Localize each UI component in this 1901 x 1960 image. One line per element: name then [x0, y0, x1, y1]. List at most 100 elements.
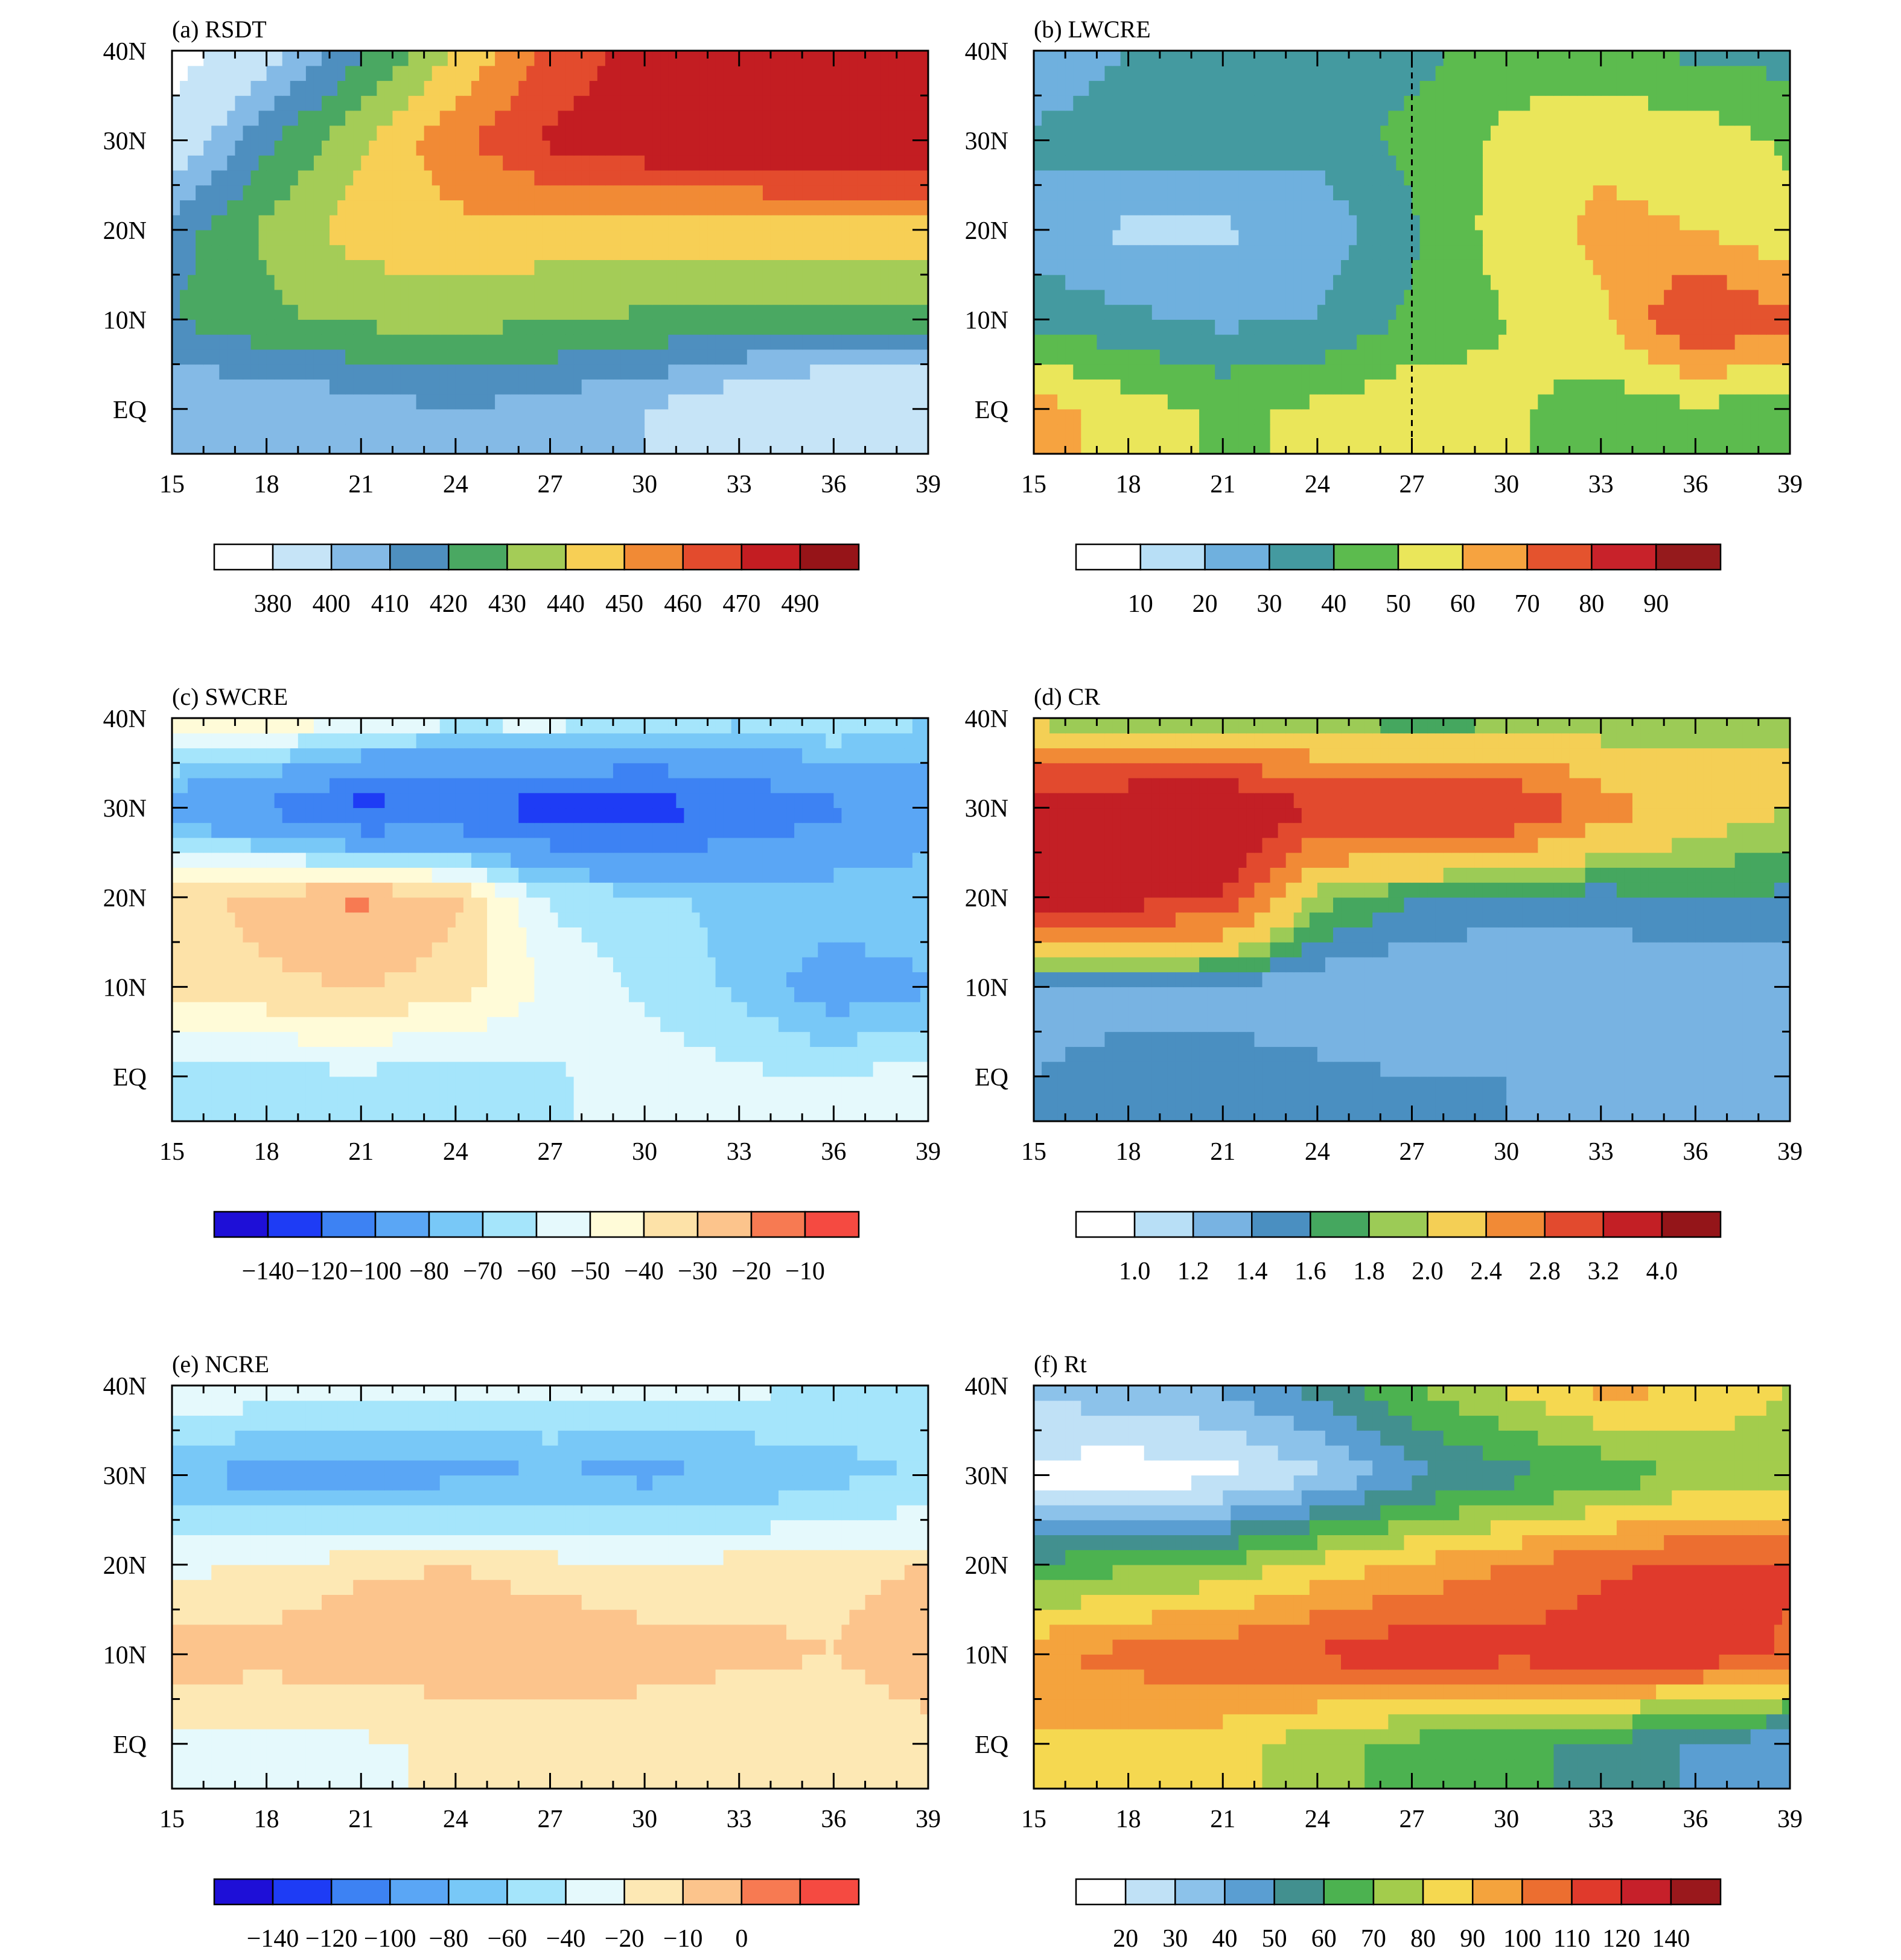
field-cell: [873, 125, 882, 141]
field-cell: [920, 215, 928, 231]
field-cell: [684, 110, 693, 126]
field-cell: [1254, 155, 1263, 171]
field-cell: [684, 155, 693, 171]
field-cell: [1427, 110, 1436, 126]
field-cell: [652, 185, 661, 201]
field-cell: [747, 110, 756, 126]
field-cell: [802, 140, 810, 156]
field-cell: [321, 409, 330, 425]
field-cell: [526, 275, 535, 290]
field-cell: [384, 259, 393, 275]
panel-title: (a) RSDT: [172, 16, 267, 43]
field-cell: [912, 409, 921, 425]
field-cell: [1742, 409, 1751, 425]
field-cell: [754, 424, 763, 439]
field-cell: [1719, 334, 1728, 350]
field-cell: [1136, 289, 1145, 305]
field-cell: [1136, 319, 1145, 335]
field-cell: [345, 229, 354, 246]
field-cell: [1270, 409, 1279, 425]
field-cell: [1104, 349, 1113, 365]
field-cell: [282, 215, 291, 231]
field-cell: [188, 51, 196, 66]
field-cell: [1380, 229, 1389, 246]
field-cell: [1546, 275, 1555, 290]
field-cell: [731, 200, 740, 215]
field-cell: [1254, 215, 1263, 231]
field-cell: [620, 394, 629, 410]
field-cell: [1293, 95, 1302, 111]
field-cell: [629, 185, 637, 201]
field-cell: [558, 80, 567, 96]
field-cell: [1593, 110, 1602, 126]
field-cell: [1317, 409, 1326, 425]
field-cell: [794, 394, 803, 410]
field-cell: [1734, 319, 1743, 335]
field-cell: [518, 275, 527, 290]
field-cell: [920, 80, 928, 96]
field-cell: [1412, 319, 1421, 335]
field-cell: [1459, 110, 1468, 126]
field-cell: [416, 125, 425, 141]
field-cell: [1341, 215, 1349, 231]
field-cell: [1089, 110, 1098, 126]
field-cell: [1049, 185, 1058, 201]
field-cell: [1120, 289, 1129, 305]
panel-b-field: [1034, 51, 1790, 454]
field-cell: [447, 304, 456, 320]
field-cell: [1443, 95, 1452, 111]
field-cell: [1774, 110, 1783, 126]
field-cell: [455, 140, 464, 156]
field-cell: [196, 140, 204, 156]
field-cell: [196, 364, 204, 380]
field-cell: [1089, 215, 1098, 231]
field-cell: [495, 229, 503, 246]
field-cell: [1223, 379, 1231, 395]
field-cell: [794, 170, 803, 186]
field-cell: [1530, 110, 1538, 126]
field-cell: [810, 424, 818, 439]
field-cell: [1104, 244, 1113, 260]
field-cell: [857, 200, 866, 215]
field-cell: [1538, 289, 1546, 305]
field-cell: [1687, 424, 1696, 439]
field-cell: [826, 334, 834, 350]
field-cell: [597, 379, 606, 395]
field-cell: [1774, 304, 1783, 320]
field-cell: [1577, 409, 1586, 425]
field-cell: [227, 439, 236, 454]
field-cell: [1097, 439, 1106, 454]
field-cell: [1680, 185, 1688, 201]
field-cell: [1758, 170, 1767, 186]
field-cell: [1435, 155, 1444, 171]
field-cell: [1151, 155, 1161, 171]
field-cell: [305, 439, 314, 454]
field-cell: [652, 424, 661, 439]
field-cell: [392, 259, 401, 275]
field-cell: [1301, 394, 1310, 410]
field-cell: [605, 65, 614, 81]
field-cell: [1388, 275, 1396, 290]
field-cell: [794, 215, 803, 231]
field-cell: [1672, 334, 1680, 350]
field-cell: [196, 95, 204, 111]
field-cell: [573, 304, 582, 320]
field-cell: [1089, 185, 1098, 201]
field-cell: [1333, 349, 1342, 365]
field-cell: [613, 110, 622, 126]
field-cell: [613, 439, 622, 454]
field-cell: [1750, 140, 1759, 156]
field-cell: [1246, 140, 1255, 156]
field-cell: [1199, 275, 1208, 290]
field-cell: [243, 140, 252, 156]
field-cell: [645, 439, 653, 454]
field-cell: [258, 200, 267, 215]
field-cell: [416, 95, 425, 111]
field-cell: [305, 244, 314, 260]
field-cell: [1569, 170, 1578, 186]
field-cell: [1231, 424, 1239, 439]
field-cell: [431, 95, 441, 111]
field-cell: [463, 275, 472, 290]
field-cell: [1474, 170, 1483, 186]
field-cell: [1049, 319, 1058, 335]
